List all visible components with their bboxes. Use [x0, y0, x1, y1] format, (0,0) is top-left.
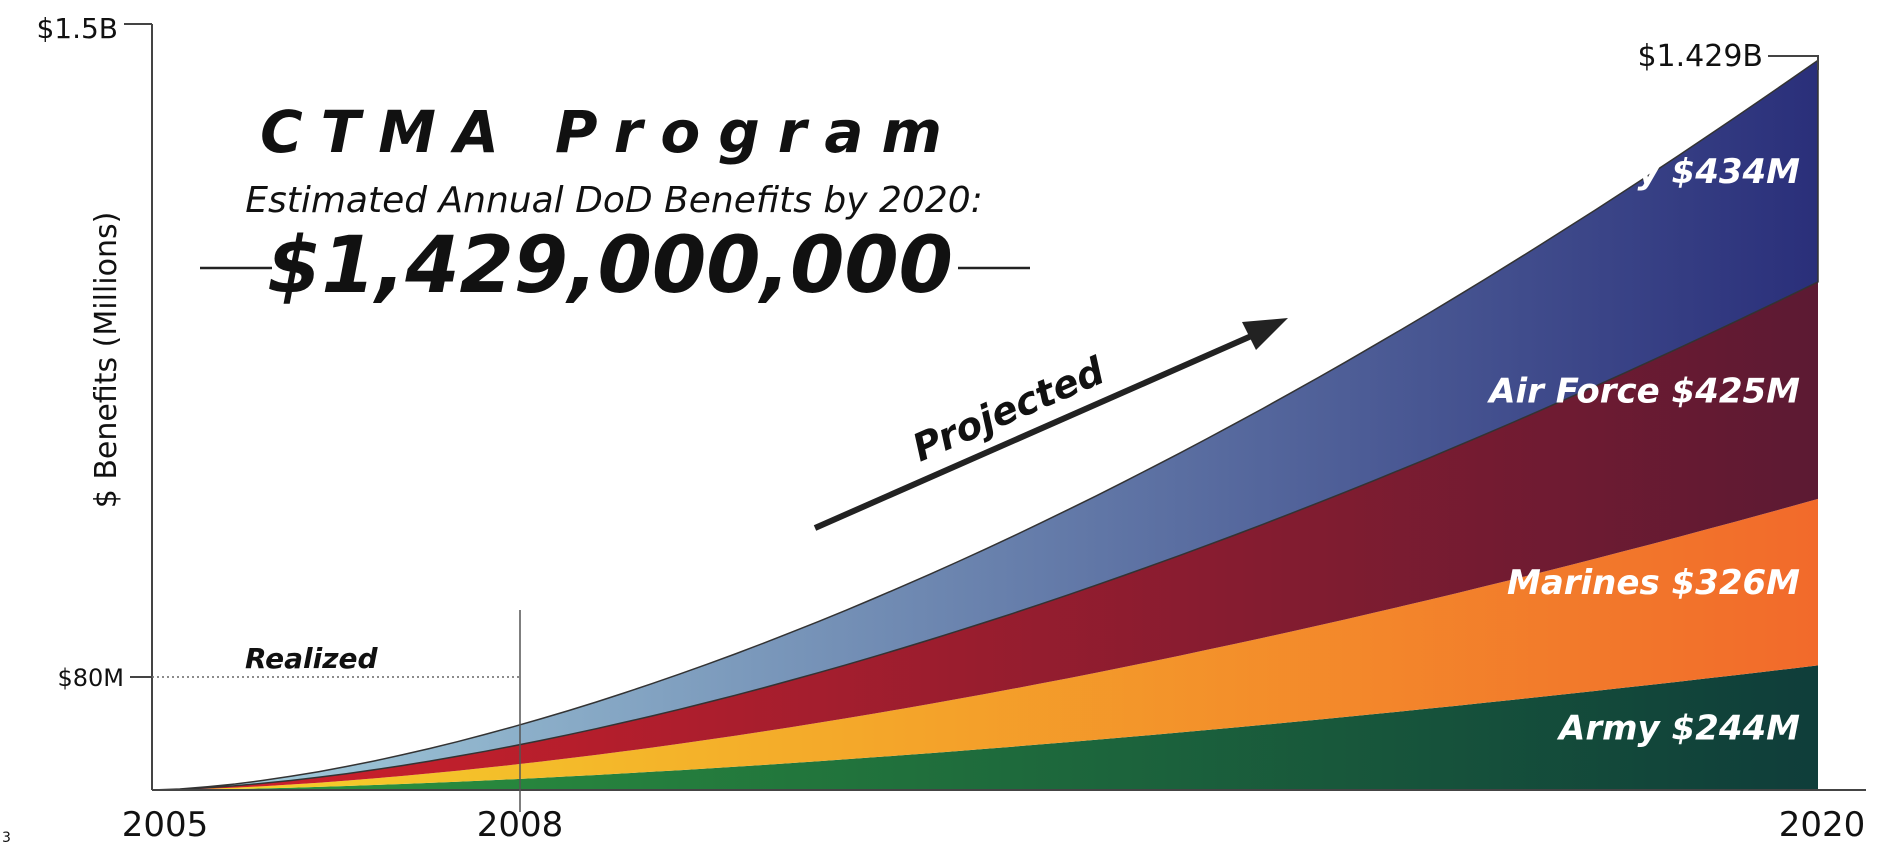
band-label-marines: Marines $326M	[1507, 563, 1800, 603]
y-axis-label: $ Benefits (Millions)	[89, 212, 124, 509]
x-tick-2008: 2008	[477, 805, 564, 843]
band-marines	[152, 498, 1818, 790]
band-labels: Army $244M Marines $326M Air Force $425M Na…	[1486, 152, 1800, 749]
realized-label: Realized	[245, 642, 379, 675]
top-value-leader	[1768, 55, 1819, 70]
chart-subtitle: Estimated Annual DoD Benefits by 2020:	[245, 180, 983, 221]
band-army	[152, 665, 1818, 790]
stacked-area-bands	[151, 58, 1819, 791]
projected-arrow-shaft	[813, 327, 1267, 531]
x-tick-2020: 2020	[1779, 805, 1866, 843]
y-tick-80m-label: $80M	[57, 664, 124, 692]
page-number: 3	[2, 830, 11, 843]
band-label-navy: Navy $434M	[1564, 152, 1800, 192]
top-value-label: $1.429B	[1637, 39, 1763, 74]
projected-arrowhead	[1242, 318, 1288, 350]
band-label-air-force: Air Force $425M	[1486, 371, 1800, 411]
headline-value: $1,429,000,000	[267, 221, 953, 311]
band-air-force	[152, 281, 1818, 790]
x-tick-2005: 2005	[122, 805, 209, 843]
band-label-army: Army $244M	[1556, 709, 1800, 749]
y-tick-top-label: $1.5B	[36, 12, 118, 45]
chart-title: CTMA Program	[260, 98, 960, 166]
band-navy	[151, 58, 1819, 791]
